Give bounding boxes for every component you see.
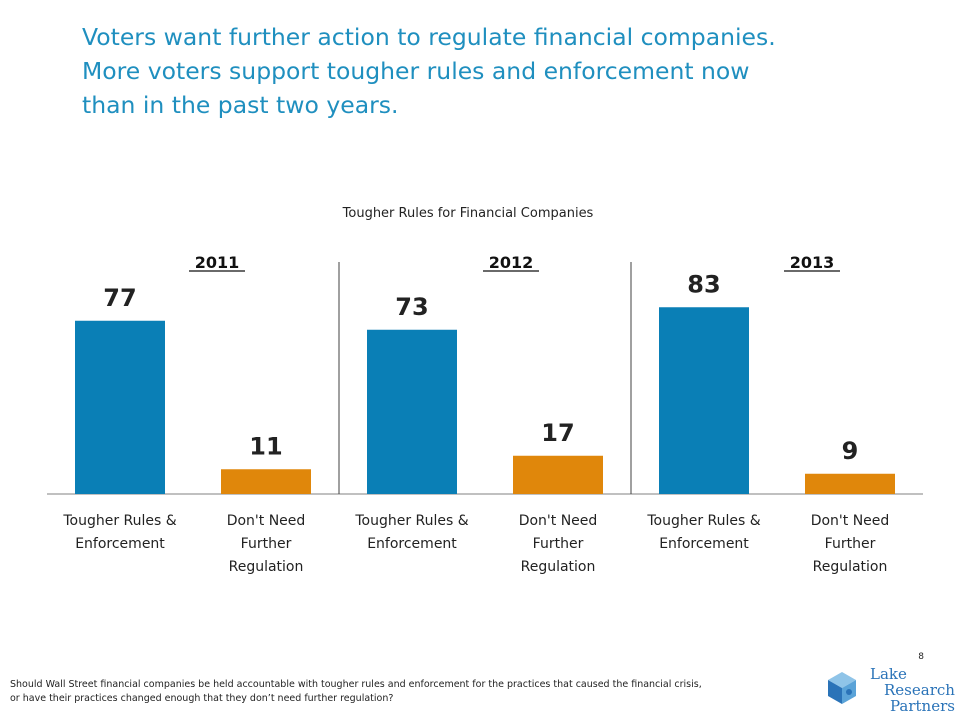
- bar: [659, 307, 749, 494]
- bar: [75, 320, 165, 494]
- data-label: 83: [687, 270, 720, 298]
- slide-title: Voters want further action to regulate f…: [82, 20, 902, 122]
- title-line: More voters support tougher rules and en…: [82, 57, 750, 85]
- data-label: 9: [842, 437, 859, 465]
- category-label: Enforcement: [659, 536, 749, 552]
- year-label: 2011: [195, 253, 240, 272]
- logo-text: Lake Research Partners: [866, 666, 955, 714]
- title-line: than in the past two years.: [82, 91, 399, 119]
- logo-line: Partners: [890, 697, 955, 715]
- bar: [513, 455, 603, 494]
- category-label: Further: [825, 536, 876, 552]
- bar-chart: Tougher Rules for Financial Companies 77 T…: [47, 206, 923, 575]
- page-number: 8: [918, 652, 924, 662]
- data-label: 17: [541, 419, 574, 447]
- footnote-line: Should Wall Street financial companies b…: [10, 679, 702, 690]
- category-label: Don't Need: [227, 513, 306, 529]
- data-label: 77: [103, 284, 136, 312]
- footnote-line: or have their practices changed enough t…: [10, 693, 394, 704]
- category-label: Regulation: [229, 559, 304, 575]
- puzzle-logo-icon: [828, 672, 856, 704]
- chart-title: Tougher Rules for Financial Companies: [342, 206, 594, 221]
- category-label: Regulation: [813, 559, 888, 575]
- category-label: Don't Need: [811, 513, 890, 529]
- category-label: Tougher Rules &: [354, 513, 468, 529]
- lake-research-partners-logo: Lake Research Partners: [822, 664, 958, 720]
- footnote: Should Wall Street financial companies b…: [10, 678, 810, 706]
- bar: [221, 469, 311, 494]
- category-label: Enforcement: [367, 536, 457, 552]
- category-label: Tougher Rules &: [62, 513, 176, 529]
- bar: [367, 329, 457, 494]
- year-label: 2013: [790, 253, 835, 272]
- logo-line: Lake: [870, 665, 907, 683]
- bar: [805, 473, 895, 494]
- title-line: Voters want further action to regulate f…: [82, 23, 776, 51]
- category-label: Enforcement: [75, 536, 165, 552]
- category-label: Further: [533, 536, 584, 552]
- data-label: 73: [395, 293, 428, 321]
- year-label: 2012: [489, 253, 534, 272]
- category-label: Regulation: [521, 559, 596, 575]
- category-label: Further: [241, 536, 292, 552]
- logo-line: Research: [884, 681, 955, 699]
- category-label: Tougher Rules &: [646, 513, 760, 529]
- data-label: 11: [249, 432, 282, 460]
- category-label: Don't Need: [519, 513, 598, 529]
